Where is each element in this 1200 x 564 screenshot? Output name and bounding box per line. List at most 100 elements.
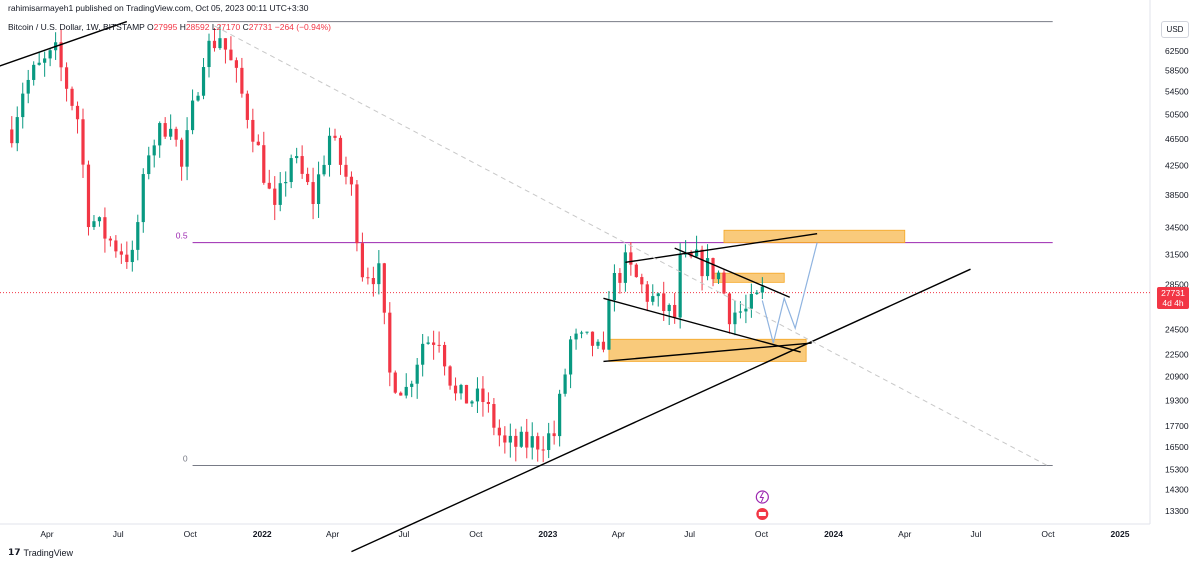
x-tick-label: Oct (184, 529, 198, 539)
candle-body (366, 277, 370, 279)
x-tick-label: 2022 (253, 529, 272, 539)
candle-body (349, 176, 354, 185)
x-tick-label: Apr (40, 529, 53, 539)
candle-body (426, 342, 430, 344)
candle-body (311, 182, 315, 204)
y-tick-label: 50500 (1165, 109, 1189, 119)
candle-body (234, 60, 238, 68)
x-tick-label: Oct (469, 529, 483, 539)
candle-body (415, 364, 419, 384)
candle-body (32, 64, 36, 80)
symbol-legend: Bitcoin / U.S. Dollar, 1W, BITSTAMP O279… (8, 22, 331, 32)
dashed-trendline[interactable] (214, 25, 1048, 466)
candle-body (662, 293, 666, 312)
candle-body (86, 164, 91, 228)
y-tick-label: 34500 (1165, 223, 1189, 233)
x-tick-label: Apr (326, 529, 339, 539)
y-tick-label: 15300 (1165, 464, 1189, 474)
candle-body (410, 383, 414, 387)
candle-body (590, 331, 595, 346)
candle-body (48, 50, 52, 59)
y-tick-label: 42500 (1165, 161, 1189, 171)
open-value: 27995 (153, 22, 178, 32)
candle-body (21, 93, 25, 118)
candle-body (201, 67, 206, 96)
candle-body (70, 88, 74, 106)
candle-body (716, 272, 721, 280)
candle-body (749, 294, 753, 309)
candle-body (492, 404, 496, 428)
candle-body (108, 238, 112, 241)
candle-body (563, 374, 567, 394)
candle-body (218, 38, 222, 49)
candle-body (267, 182, 271, 189)
candle-body (251, 119, 255, 142)
trendline[interactable] (674, 247, 791, 298)
candle-body (92, 221, 96, 228)
candle-body (607, 300, 611, 350)
candle-body (26, 79, 30, 94)
x-tick-label: Jul (971, 529, 982, 539)
symbol-name[interactable]: Bitcoin / U.S. Dollar, 1W, BITSTAMP (8, 22, 145, 32)
candle-body (623, 252, 627, 283)
x-tick-label: 2025 (1111, 529, 1130, 539)
change-value: −264 (−0.94%) (274, 22, 331, 32)
y-tick-label: 14300 (1165, 484, 1189, 494)
candle-body (497, 427, 501, 436)
candle-body (103, 217, 107, 239)
candle-body (152, 145, 156, 156)
candle-body (421, 343, 425, 365)
trendline[interactable] (625, 233, 818, 264)
candle-body (306, 173, 310, 183)
candle-body (514, 435, 518, 447)
trendline[interactable] (603, 297, 801, 353)
candle-body (585, 331, 589, 333)
candle-body (43, 58, 47, 63)
candle-body (399, 392, 403, 396)
trendline[interactable] (351, 268, 971, 553)
candle-body (470, 401, 474, 404)
candle-body (371, 278, 375, 285)
candle-body (519, 431, 523, 447)
candle-body (10, 129, 14, 144)
tradingview-brand: TradingView (23, 547, 74, 558)
candle-body (278, 183, 282, 205)
candle-body (393, 372, 397, 393)
candle-body (338, 137, 343, 165)
candle-body (245, 93, 249, 120)
candle-body (158, 123, 162, 146)
price-projection-path[interactable] (761, 242, 818, 344)
candle-body (37, 62, 41, 65)
candle-body (760, 286, 764, 293)
y-tick-label: 58500 (1165, 66, 1189, 76)
candle-body (437, 344, 441, 346)
fib-level-label: 0.5 (176, 231, 188, 241)
candle-body (382, 263, 386, 313)
candle-body (355, 184, 359, 244)
supply-demand-zone[interactable] (608, 338, 807, 362)
candle-body (300, 156, 304, 174)
candle-body (169, 128, 173, 137)
currency-button[interactable]: USD (1161, 21, 1189, 38)
candle-body (678, 254, 682, 318)
candle-body (180, 139, 184, 167)
x-tick-label: Apr (612, 529, 625, 539)
supply-demand-zone[interactable] (723, 229, 906, 244)
candle-body (601, 341, 606, 350)
candle-body (141, 174, 145, 223)
candle-body (459, 384, 463, 394)
candle-body (547, 433, 551, 451)
candle-body (377, 263, 381, 285)
y-tick-label: 13300 (1165, 506, 1189, 516)
candle-body (289, 158, 293, 183)
candle-body (185, 130, 189, 167)
candle-body (256, 141, 260, 146)
tradingview-logo[interactable]: 𝟭𝟳 TradingView (8, 547, 73, 558)
trendline[interactable] (0, 20, 128, 74)
close-value: 27731 (248, 22, 273, 32)
close-label: C (242, 22, 249, 32)
trendline[interactable] (603, 342, 812, 363)
candle-body (190, 100, 195, 131)
